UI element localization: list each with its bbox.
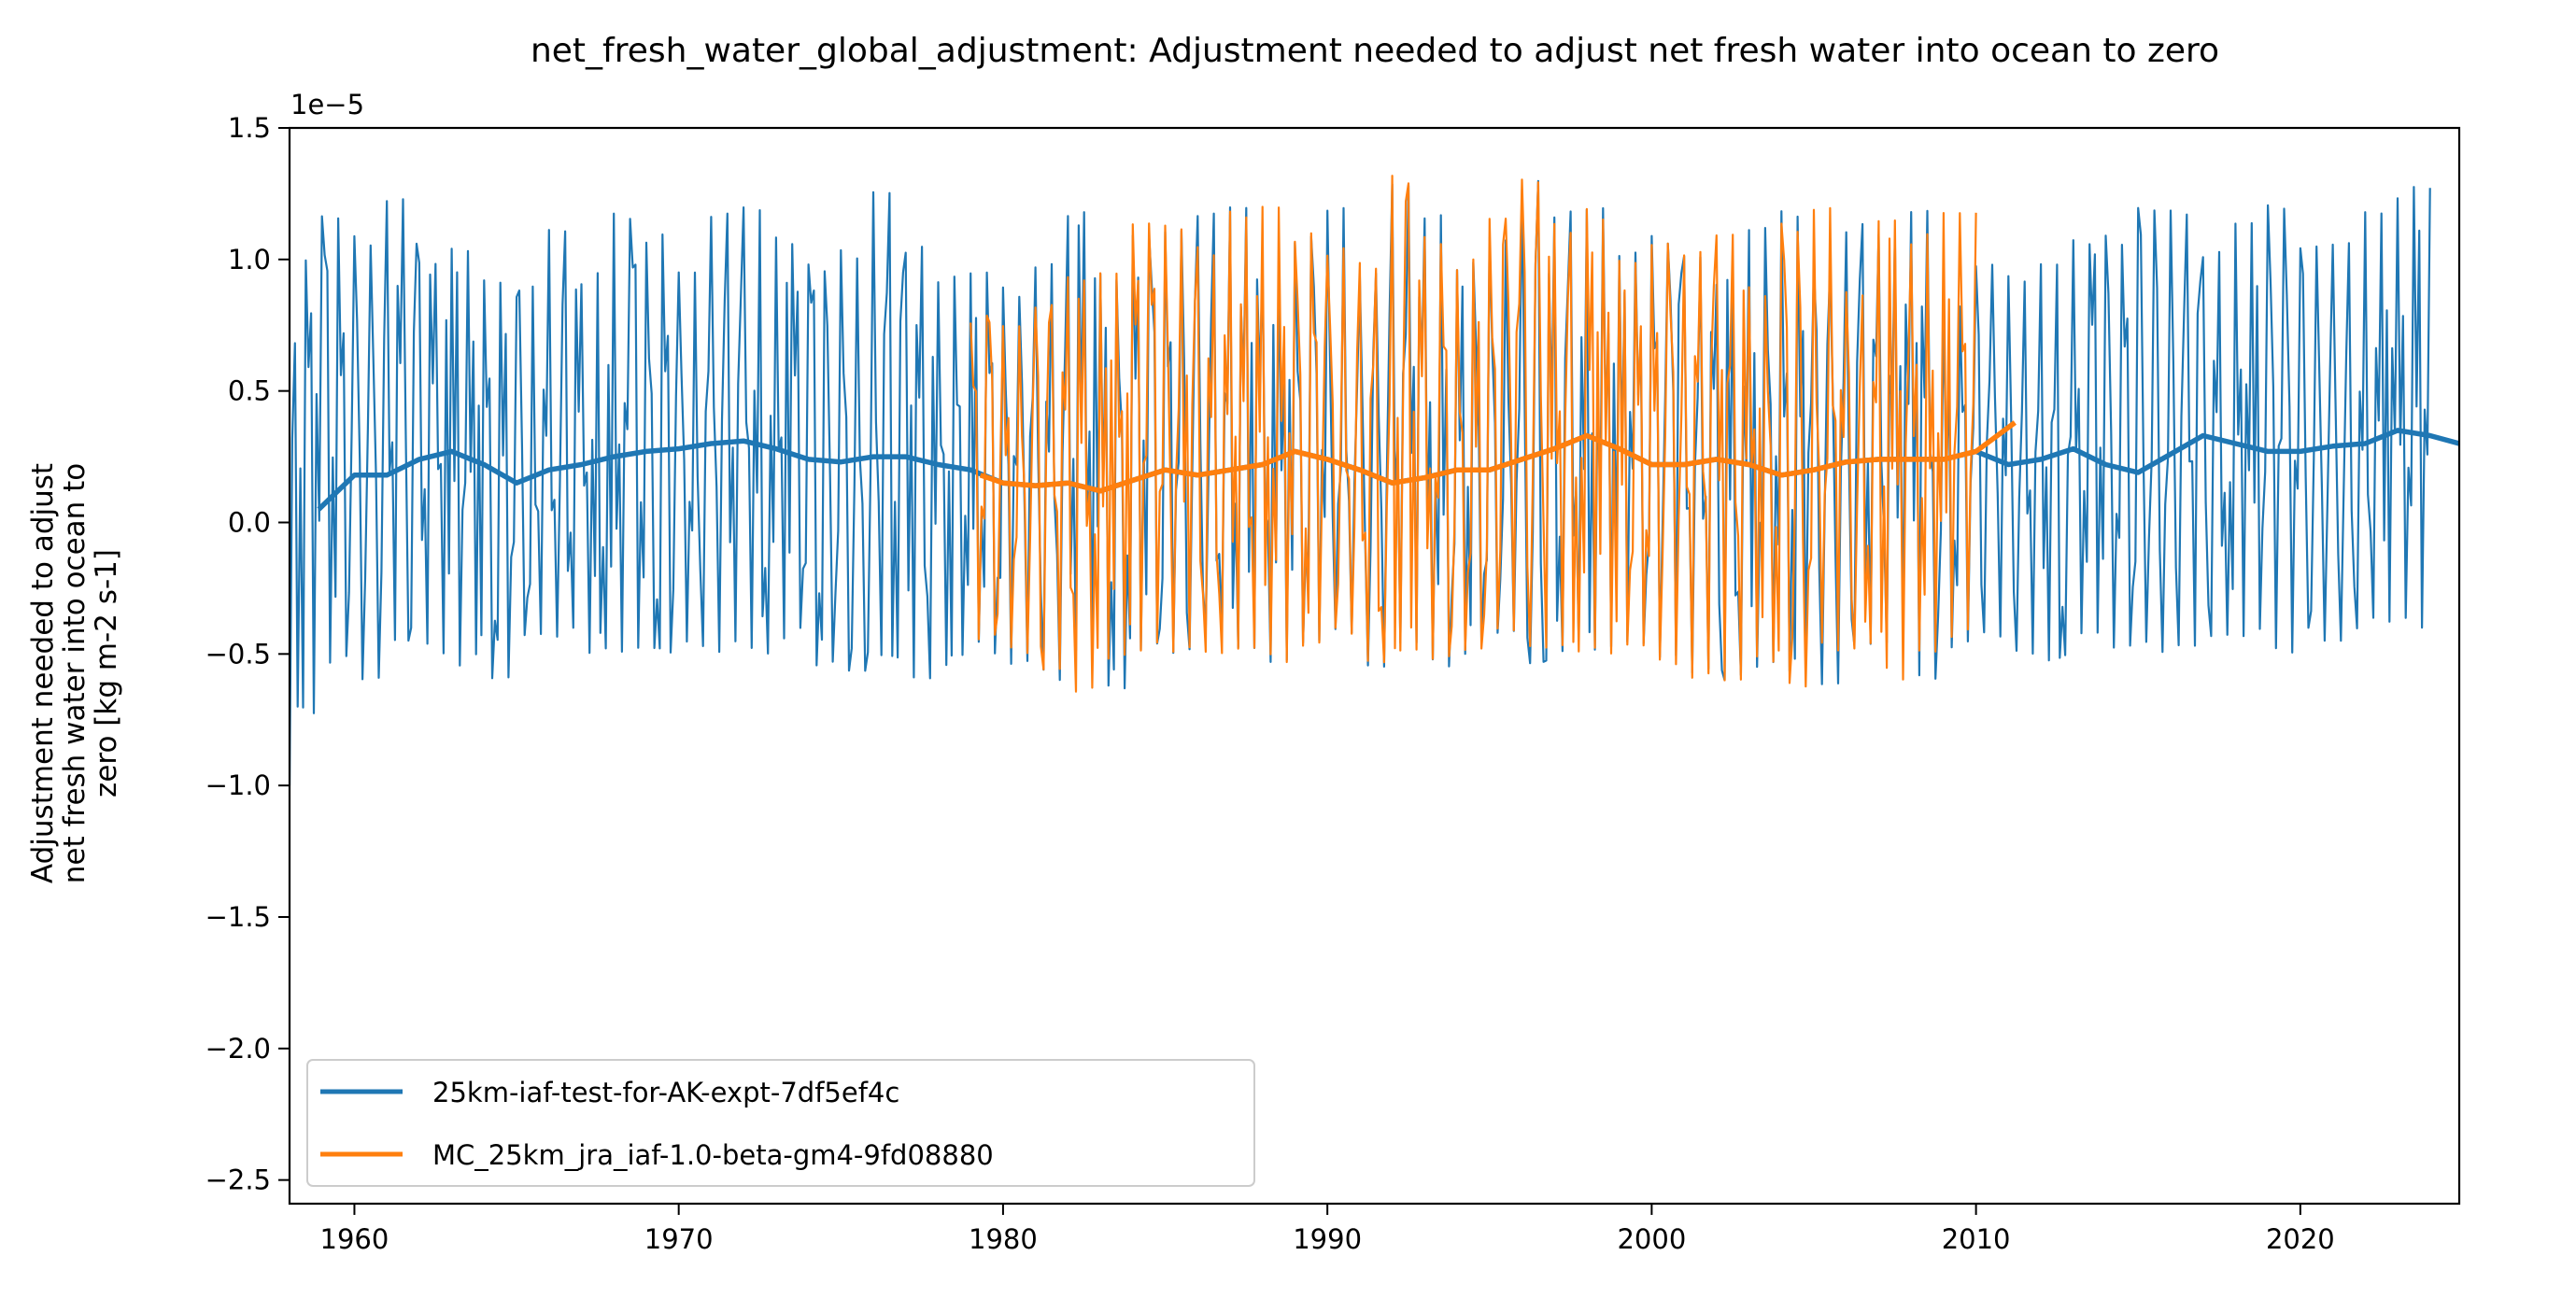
- y-axis-label-line-3: zero [kg m-2 s-1]: [90, 549, 123, 797]
- y-axis: 1.5 1.0 0.5 0.0 −0.5 −1.0 −1.5 −2.0 −2.5: [205, 112, 290, 1196]
- y-tick-label: −0.5: [205, 638, 271, 670]
- x-axis: 1960 1970 1980 1990 2000 2010 2020: [320, 1204, 2335, 1255]
- y-axis-label-line-1: Adjustment needed to adjust: [26, 463, 60, 883]
- x-tick-label: 2010: [1942, 1223, 2011, 1255]
- series-orange-rolling-mean-line: [979, 420, 2017, 494]
- x-tick-label: 1990: [1293, 1223, 1362, 1255]
- y-tick-label: −2.5: [205, 1164, 271, 1196]
- y-tick-label: 1.0: [228, 244, 271, 275]
- y-tick-label: 0.0: [228, 506, 271, 538]
- axes-frame: [288, 126, 2461, 1206]
- plot-area: [290, 175, 2459, 786]
- series-orange-raw-line: [970, 175, 1977, 693]
- y-tick-label: −2.0: [205, 1033, 271, 1065]
- legend-box: [306, 1059, 1255, 1187]
- legend-label-2: MC_25km_jra_iaf-1.0-beta-gm4-9fd08880: [432, 1139, 994, 1171]
- x-tick-label: 1960: [320, 1223, 389, 1255]
- y-axis-label-line-2: net fresh water into ocean to: [58, 463, 92, 884]
- legend-label-1: 25km-iaf-test-for-AK-expt-7df5ef4c: [432, 1077, 899, 1108]
- x-tick-label: 1970: [644, 1223, 714, 1255]
- y-axis-label: Adjustment needed to adjust net fresh wa…: [26, 463, 123, 884]
- legend: 25km-iaf-test-for-AK-expt-7df5ef4c MC_25…: [306, 1059, 1255, 1187]
- y-tick-label: −1.0: [205, 769, 271, 801]
- y-tick-label: 0.5: [228, 375, 271, 407]
- y-tick-label: 1.5: [228, 112, 271, 144]
- y-tick-label: −1.5: [205, 901, 271, 933]
- y-offset-label: 1e−5: [290, 89, 364, 120]
- chart-title: net_fresh_water_global_adjustment: Adjus…: [531, 32, 2219, 70]
- x-tick-label: 2000: [1617, 1223, 1686, 1255]
- x-tick-label: 1980: [969, 1223, 1038, 1255]
- x-tick-label: 2020: [2266, 1223, 2335, 1255]
